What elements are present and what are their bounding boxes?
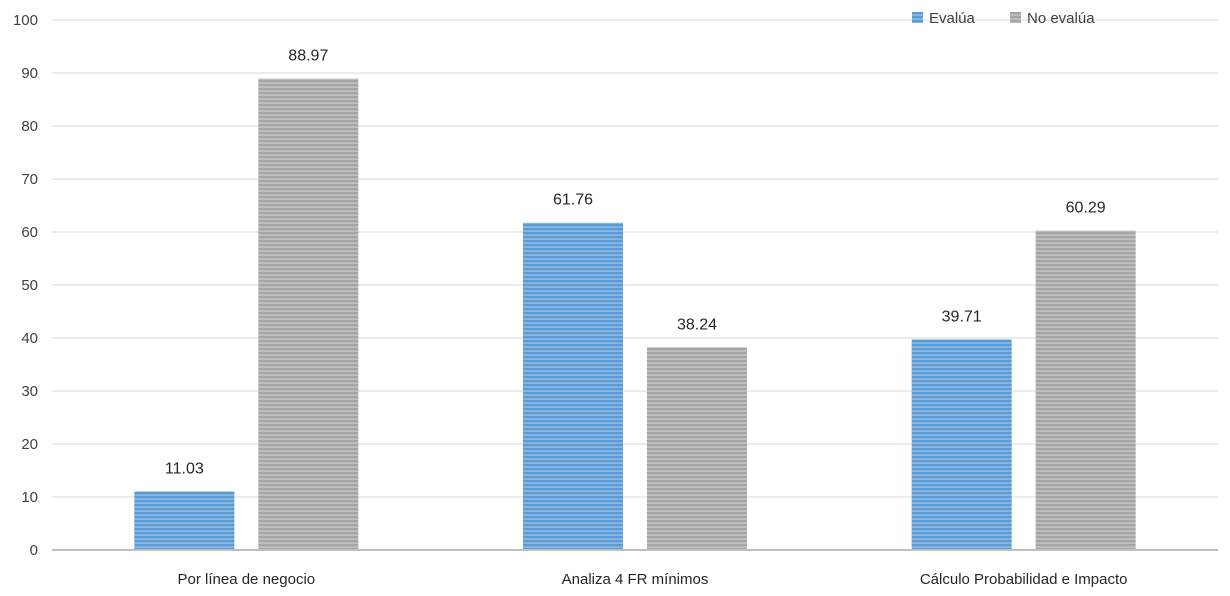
data-label-0-1: 88.97: [288, 47, 328, 64]
y-tick-label-0: 0: [30, 542, 38, 559]
legend: Evalúa No evalúa: [912, 10, 1095, 27]
bar-evalua-2: [911, 339, 1012, 550]
y-tick-label-40: 40: [21, 330, 38, 347]
bar-evalua-1: [523, 222, 623, 550]
data-label-1-1: 38.24: [677, 316, 717, 333]
x-axis-category-labels: Por línea de negocio Analiza 4 FR mínimos…: [178, 571, 1128, 588]
data-label-2-1: 60.29: [1066, 199, 1106, 216]
data-label-1-0: 61.76: [553, 192, 593, 209]
y-tick-label-100: 100: [13, 12, 38, 29]
grid-lines: [52, 19, 1218, 498]
x-tick-label-0: Por línea de negocio: [178, 571, 316, 588]
legend-swatch-0: [912, 12, 923, 23]
y-tick-label-20: 20: [21, 436, 38, 453]
y-tick-label-30: 30: [21, 383, 38, 400]
bars: [134, 78, 1136, 551]
x-tick-label-2: Cálculo Probabilidad e Impacto: [920, 571, 1128, 588]
legend-label-1: No evalúa: [1027, 10, 1095, 27]
data-label-2-0: 39.71: [942, 309, 982, 326]
y-tick-label-90: 90: [21, 65, 38, 82]
legend-swatch-1: [1010, 12, 1021, 23]
data-labels: 11.03 88.97 61.76 38.24 39.71 60.29: [165, 47, 1106, 477]
legend-label-0: Evalúa: [929, 10, 976, 27]
y-tick-label-80: 80: [21, 118, 38, 135]
y-tick-label-10: 10: [21, 489, 38, 506]
data-label-0-0: 11.03: [165, 461, 204, 478]
bar-no-evalua-0: [258, 78, 359, 551]
y-axis-tick-labels: 0 10 20 30 40 50 60 70 80 90 100: [13, 12, 38, 559]
y-tick-label-50: 50: [21, 277, 38, 294]
y-tick-label-60: 60: [21, 224, 38, 241]
bar-evalua-0: [134, 491, 235, 550]
bar-no-evalua-2: [1035, 230, 1136, 550]
x-tick-label-1: Analiza 4 FR mínimos: [562, 571, 709, 588]
y-tick-label-70: 70: [21, 171, 38, 188]
bar-no-evalua-1: [647, 347, 747, 550]
